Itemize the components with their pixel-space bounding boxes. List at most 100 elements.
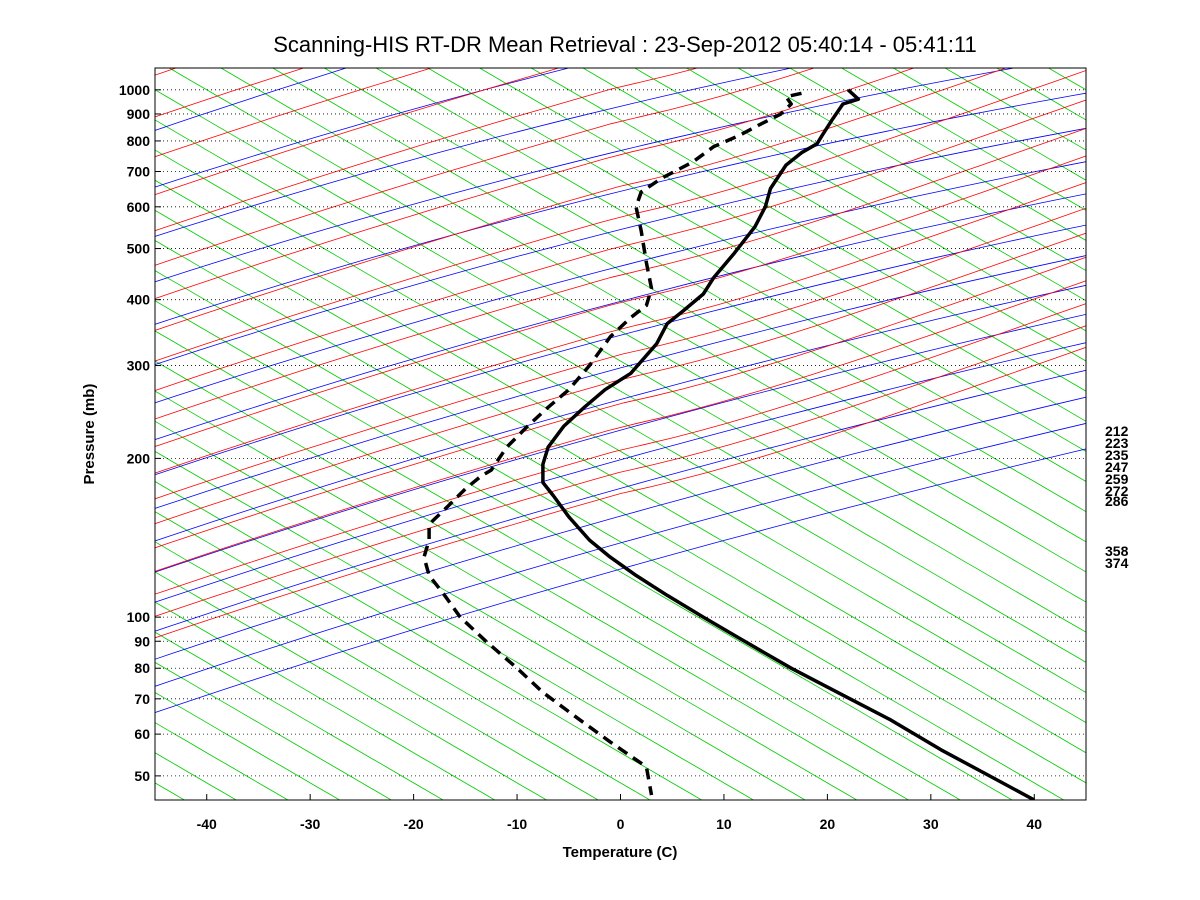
background-lines [0, 68, 1086, 800]
x-tick-label: 0 [617, 816, 625, 832]
isotherm-line [479, 68, 1086, 422]
dashed-profile-line [422, 91, 802, 796]
isotherm-line [155, 300, 1013, 800]
x-tick-label: -10 [507, 816, 527, 832]
isotherm-line [582, 68, 1086, 362]
isotherm-line [737, 68, 1086, 272]
dry-adiabat-line [0, 68, 49, 800]
x-tick-label: 40 [1026, 816, 1042, 832]
plot-area [0, 67, 1087, 801]
isotherm-line [324, 68, 1086, 513]
isotherm-line [155, 541, 600, 800]
dry-adiabat-line [155, 68, 1006, 331]
x-tick-label: -20 [403, 816, 423, 832]
y-tick-label: 800 [127, 133, 151, 149]
moist-adiabat-line [155, 127, 1086, 365]
dry-adiabat-line [155, 155, 1086, 447]
isotherm-line [155, 179, 1086, 724]
x-tick-label: 10 [716, 816, 732, 832]
dry-adiabat-line [155, 68, 815, 266]
y-tick-label: 70 [134, 691, 150, 707]
right-label: 212 [1105, 423, 1129, 439]
isotherm-line [169, 68, 1086, 603]
y-tick-label: 90 [134, 633, 150, 649]
dry-adiabat-line [155, 182, 1086, 474]
moist-adiabat-line [155, 224, 1086, 476]
x-tick-label: -40 [197, 816, 217, 832]
moist-adiabat-line [155, 448, 1086, 713]
dry-adiabat-line [155, 207, 1086, 500]
dry-adiabat-line [155, 70, 1086, 362]
moist-adiabat-line [155, 68, 1014, 283]
moist-adiabat-line [155, 92, 1086, 325]
isotherm-line [155, 89, 1086, 633]
right-label: 286 [1105, 493, 1129, 509]
dry-adiabat-line [155, 68, 559, 196]
x-axis-label: Temperature (C) [563, 844, 678, 861]
isotherm-line [155, 450, 755, 800]
y-tick-label: 900 [127, 106, 151, 122]
moist-adiabat-line [155, 68, 792, 237]
right-label: 259 [1105, 471, 1129, 487]
y-tick-label: 80 [134, 660, 150, 676]
y-tick-label: 700 [127, 164, 151, 180]
y-tick-label: 200 [127, 450, 151, 466]
isotherm-line [531, 68, 1086, 392]
moist-adiabat-line [155, 255, 1086, 509]
y-tick-label: 300 [127, 358, 151, 374]
isotherm-line [220, 68, 1086, 573]
moist-adiabat-line [155, 193, 1086, 440]
right-label: 272 [1105, 483, 1129, 499]
right-label: 247 [1105, 459, 1129, 475]
moist-adiabat-line [155, 161, 1086, 404]
isotherm-line [789, 68, 1086, 241]
isotherm-line [427, 68, 1086, 452]
y-axis-label: Pressure (mb) [81, 384, 98, 485]
isotherm-line [634, 68, 1086, 332]
dry-adiabat-line [155, 128, 1086, 420]
isotherm-line [155, 481, 703, 800]
x-axis-ticks: -40 -30 -20 -10 0 10 20 30 40 [197, 794, 1042, 832]
solid-profile-line [541, 88, 1036, 800]
isotherm-line [155, 601, 496, 800]
isotherm-line [155, 420, 806, 800]
isotherm-line [155, 571, 548, 800]
isotherm-line [155, 390, 858, 800]
isotherm-line [155, 511, 651, 800]
dry-adiabat-line [155, 303, 1086, 595]
y-tick-label: 500 [127, 241, 151, 257]
isotherm-line [155, 240, 1086, 784]
moist-adiabat-line [155, 423, 1086, 687]
dry-adiabat-line [155, 232, 1086, 525]
moist-adiabat-line [155, 369, 1086, 632]
dry-adiabat-line [155, 256, 1086, 549]
right-label: 374 [1105, 555, 1129, 571]
isotherm-line [155, 631, 444, 800]
moist-adiabat-line [155, 284, 1086, 542]
isotherm-line [841, 68, 1086, 211]
right-label: 223 [1105, 435, 1129, 451]
y-tick-label: 50 [134, 768, 150, 784]
y-tick-label: 100 [127, 609, 151, 625]
dry-adiabat-line [155, 68, 698, 232]
x-tick-label: 30 [923, 816, 939, 832]
plot-background [155, 68, 1086, 800]
moist-adiabat-line [155, 313, 1086, 573]
y-tick-label: 600 [127, 199, 151, 215]
dry-adiabat-line [155, 325, 1086, 617]
right-label: 235 [1105, 447, 1129, 463]
isotherm-line [155, 661, 393, 800]
isotherm-line [375, 68, 1086, 482]
moist-adiabat-line [155, 342, 1086, 603]
profile-series [422, 88, 1036, 800]
dry-adiabat-line [155, 280, 1086, 572]
dry-adiabat-line [155, 68, 914, 299]
dry-adiabat-line [155, 99, 1086, 391]
isotherm-line [155, 270, 1065, 800]
isotherm-line [155, 119, 1086, 663]
moist-adiabat-line [155, 396, 1086, 660]
x-tick-label: -30 [300, 816, 320, 832]
chart-title: Scanning-HIS RT-DR Mean Retrieval : 23-S… [273, 32, 977, 57]
